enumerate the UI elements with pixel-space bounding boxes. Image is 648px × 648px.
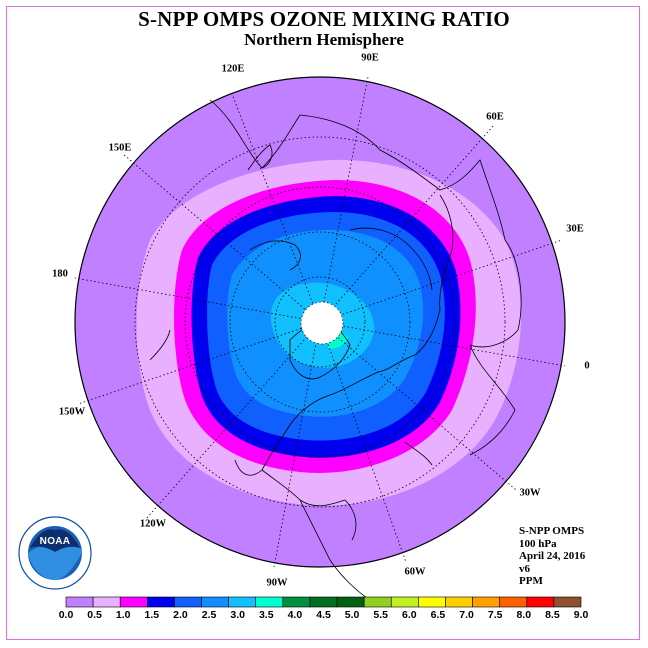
polar-data-gap — [301, 302, 343, 344]
colorbar-swatch — [390, 596, 419, 608]
graticule — [74, 76, 566, 568]
colorbar-swatch — [445, 596, 473, 608]
lon-label-150e: 150E — [108, 142, 132, 154]
noaa-logo-text: NOAA — [39, 536, 71, 547]
lon-label-180: 180 — [52, 268, 68, 280]
info-instrument: S-NPP OMPS — [519, 525, 585, 537]
colorbar-swatch — [119, 596, 148, 608]
colorbar-swatch — [499, 596, 528, 608]
lon-label-60e: 60E — [486, 111, 504, 123]
map-boundary — [74, 76, 566, 568]
lon-label-0: 0 — [584, 360, 590, 372]
map-title: S-NPP OMPS OZONE MIXING RATIO — [138, 7, 510, 31]
coastlines — [149, 99, 522, 601]
lon-label-90e: 90E — [361, 52, 379, 64]
colorbar-swatch — [553, 596, 582, 608]
colorbar-swatch — [282, 596, 311, 608]
lon-label-30e: 30E — [566, 223, 584, 235]
lon-label-120e: 120E — [221, 63, 245, 75]
info-version: v6 — [519, 562, 530, 575]
figure-frame — [6, 6, 640, 640]
colorbar-tick-label: 7.5 — [487, 609, 503, 621]
product-info: S-NPP OMPS 100 hPa April 24, 2016 v6 PPM — [519, 525, 585, 588]
noaa-logo — [18, 516, 92, 590]
colorbar-tick-label: 1.5 — [144, 609, 160, 621]
colorbar-swatch — [526, 596, 555, 608]
colorbar-tick-label: 2.0 — [173, 609, 188, 621]
colorbar-tick-label: 6.0 — [402, 609, 417, 621]
colorbar-tick-label: 8.5 — [545, 609, 560, 621]
lon-label-120w: 120W — [139, 518, 167, 530]
info-level: 100 hPa — [519, 537, 557, 550]
colorbar-tick-label: 6.5 — [430, 609, 446, 621]
colorbar-tick-label: 0.0 — [58, 609, 74, 621]
map-subtitle: Northern Hemisphere — [244, 30, 404, 49]
info-date: April 24, 2016 — [519, 550, 586, 562]
colorbar-swatch — [336, 596, 365, 608]
colorbar-swatch — [174, 596, 202, 608]
colorbar-swatch — [255, 596, 284, 608]
colorbar-tick-label: 5.5 — [373, 609, 389, 621]
lon-label-30w: 30W — [519, 487, 541, 499]
colorbar-tick-label: 9.0 — [573, 609, 589, 621]
colorbar-swatch — [363, 596, 392, 608]
colorbar-swatch — [92, 596, 121, 608]
info-units: PPM — [519, 575, 543, 587]
colorbar-tick-label: 5.0 — [344, 609, 360, 621]
colorbar-tick-label: 3.5 — [258, 609, 274, 621]
colorbar-tick-label: 4.5 — [316, 609, 331, 621]
lon-label-60w: 60W — [404, 566, 426, 578]
lon-label-150w: 150W — [58, 406, 86, 418]
colorbar-swatch — [228, 596, 257, 608]
colorbar-tick-label: 2.5 — [201, 609, 217, 621]
colorbar-tick-label: 8.0 — [516, 609, 532, 621]
colorbar-swatch — [147, 596, 175, 608]
colorbar-swatch — [309, 596, 338, 608]
colorbar-swatch — [472, 596, 500, 608]
colorbar-tick-label: 0.5 — [87, 609, 102, 621]
colorbar-swatch — [201, 596, 229, 608]
colorbar-tick-label: 3.0 — [230, 609, 245, 621]
colorbar-tick-label: 1.0 — [115, 609, 131, 621]
colorbar-swatch — [418, 596, 446, 608]
colorbar-tick-label: 7.0 — [459, 609, 474, 621]
lon-label-90w: 90W — [266, 577, 288, 589]
colorbar-swatch — [65, 596, 94, 608]
colorbar-tick-label: 4.0 — [287, 609, 303, 621]
